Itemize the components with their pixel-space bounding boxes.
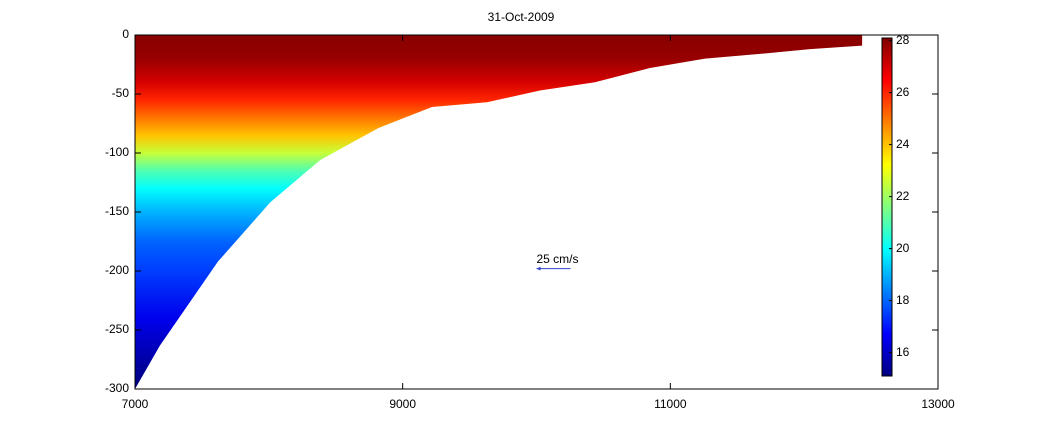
x-tick-label: 7000 [122,397,149,411]
colorbar-tick-label: 18 [896,293,910,307]
x-tick-label: 11000 [654,397,687,411]
colorbar-tick-label: 26 [896,85,910,99]
y-tick-label: -50 [112,86,130,100]
temperature-field [135,35,863,389]
colorbar-tick-label: 24 [896,137,910,151]
chart-title: 31-Oct-2009 [488,10,555,24]
y-tick-label: -300 [105,381,129,395]
y-tick-label: -100 [105,145,129,159]
scale-label: 25 cm/s [537,252,579,266]
colorbar-tick-label: 16 [896,345,910,359]
scale-arrow-head [536,266,541,271]
y-tick-label: -250 [105,322,129,336]
y-tick-label: 0 [122,27,129,41]
x-tick-label: 9000 [389,397,416,411]
y-tick-label: -200 [105,263,129,277]
colorbar-tick-label: 22 [896,189,910,203]
colorbar-tick-label: 28 [896,33,910,47]
x-tick-label: 13000 [921,397,955,411]
colorbar [881,37,893,377]
y-tick-label: -150 [105,204,129,218]
colorbar-tick-label: 20 [896,241,910,255]
